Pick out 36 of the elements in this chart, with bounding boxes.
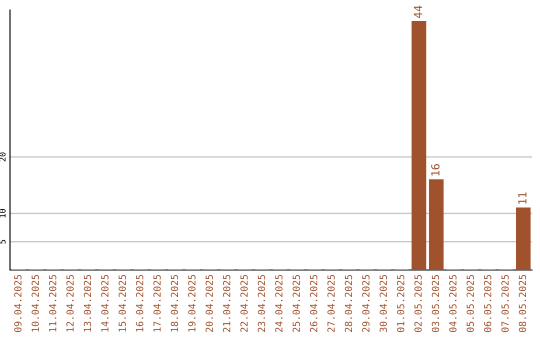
data-label: 16 [431,164,440,176]
bar [412,20,426,270]
x-tick-label: 27.04.2025 [327,274,335,332]
x-tick-label: 15.04.2025 [118,274,126,332]
x-tick-label: 07.05.2025 [501,274,509,332]
x-tick-label: 13.04.2025 [84,274,92,332]
x-tick-label: 20.04.2025 [206,274,213,332]
x-tick-label: 06.05.2025 [484,274,492,332]
x-tick-label: 26.04.2025 [310,274,318,332]
x-tick-label: 16.04.2025 [136,274,144,332]
x-tick-label: 21.04.2025 [222,274,230,332]
x-tick-label: 09.04.2025 [14,274,22,332]
x-tick-label: 04.05.2025 [449,274,457,332]
x-tick-label: 17.04.2025 [153,274,161,332]
x-tick-label: 19.04.2025 [188,274,196,332]
x-tick-label: 14.04.2025 [101,274,109,332]
x-tick-label: 11.04.2025 [48,274,56,332]
x-tick-label: 23.04.2025 [258,274,266,332]
x-tick-label: 10.04.2025 [32,274,39,332]
x-tick-label: 18.04.2025 [170,274,178,332]
x-tick-label: 30.04.2025 [380,274,387,332]
x-tick-label: 03.05.2025 [432,274,440,332]
bar [428,179,444,270]
x-tick-label: 25.04.2025 [292,274,300,332]
x-tick-label: 12.04.2025 [66,274,74,332]
bar [516,207,531,270]
x-tick-label: 05.05.2025 [466,274,474,332]
x-tick-label: 02.05.2025 [414,274,422,332]
x-tick-label: 08.05.2025 [518,274,526,332]
x-tick-label: 24.04.2025 [275,274,283,332]
x-tick-label: 22.04.2025 [240,274,248,332]
x-tick-label: 28.04.2025 [344,274,352,332]
data-label: 44 [414,6,422,18]
x-tick-label: 29.04.2025 [362,274,370,332]
data-label: 11 [518,192,526,204]
x-tick-label: 01.05.2025 [396,274,404,332]
